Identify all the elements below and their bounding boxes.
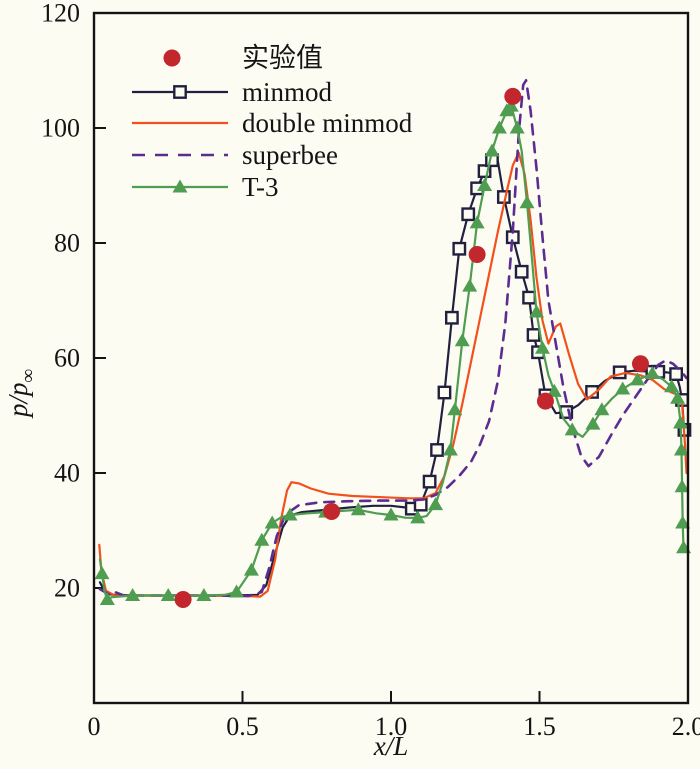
legend-item-double-minmod: double minmod (132, 108, 413, 138)
minmod-marker-4 (437, 385, 452, 400)
t-3-marker-20 (477, 178, 493, 191)
t-3-marker-8 (264, 515, 280, 529)
y-tick-label-3: 80 (54, 229, 80, 258)
x-tick-label-4: 2.0 (672, 712, 700, 741)
t-3-marker-19 (469, 215, 485, 229)
series-marker-5 (631, 355, 649, 373)
legend-item-t-3: T-3 (132, 172, 279, 202)
legend-label-t-3: T-3 (242, 172, 279, 202)
t-3-marker-30 (564, 422, 580, 436)
legend-marker-minmod (173, 85, 187, 99)
legend-label-series: 实验值 (242, 43, 323, 73)
series-t-3 (94, 98, 692, 605)
t-3-marker-24 (503, 98, 519, 112)
x-tick-label-1: 0.5 (226, 712, 259, 741)
minmod-marker-7 (461, 207, 476, 222)
t-3-marker-39 (673, 442, 689, 456)
x-tick-label-2: 1.0 (375, 712, 408, 741)
series-markers-series (174, 87, 649, 608)
y-tick-label-0: 20 (54, 574, 80, 603)
minmod-marker-13 (514, 264, 529, 279)
t-3-marker-18 (462, 278, 478, 292)
legend-label-minmod: minmod (242, 77, 333, 107)
t-3-marker-33 (615, 381, 631, 395)
t-3-marker-12 (383, 507, 399, 521)
minmod-marker-6 (452, 241, 467, 256)
t-3-marker-15 (442, 442, 458, 456)
minmod-marker-3 (430, 443, 444, 457)
legend-marker-series (163, 49, 181, 67)
t-3-marker-22 (491, 120, 507, 134)
minmod-marker-15 (526, 328, 541, 342)
series-line-superbee (98, 79, 688, 598)
series-marker-2 (468, 246, 486, 263)
t-3-marker-7 (254, 532, 270, 546)
series-markers-t-3 (94, 98, 692, 605)
t-3-marker-41 (675, 515, 691, 529)
x-tick-label-0: 0 (88, 712, 101, 741)
legend-label-superbee: superbee (242, 140, 338, 170)
series-series (174, 87, 649, 608)
t-3-marker-37 (670, 390, 686, 404)
legend-marker-t-3 (172, 179, 188, 193)
legend-item-series: 实验值 (163, 43, 323, 73)
y-axis: 20 40 60 80 100 120 (41, 0, 106, 603)
legend-item-minmod: minmod (132, 77, 333, 107)
t-3-marker-5 (229, 584, 245, 598)
t-3-marker-26 (519, 195, 535, 209)
t-3-marker-32 (594, 402, 610, 416)
series-marker-0 (174, 591, 192, 608)
t-3-marker-38 (673, 415, 689, 429)
t-3-marker-6 (243, 562, 259, 576)
t-3-marker-34 (630, 372, 646, 386)
t-3-marker-16 (447, 402, 463, 416)
t-3-marker-11 (350, 502, 366, 516)
y-tick-label-1: 40 (54, 459, 80, 488)
y-axis-label: p/p∞ (3, 369, 39, 419)
t-3-marker-3 (160, 587, 176, 601)
t-3-marker-29 (546, 383, 562, 397)
t-3-marker-27 (529, 304, 545, 318)
minmod-marker-2 (422, 474, 437, 489)
t-3-marker-17 (454, 333, 470, 347)
t-3-marker-28 (534, 340, 550, 354)
series-superbee (98, 79, 688, 598)
t-3-marker-2 (125, 587, 141, 601)
t-3-marker-25 (509, 120, 525, 134)
x-tick-label-3: 1.5 (523, 712, 556, 741)
minmod-marker-9 (477, 164, 492, 179)
legend-label-double-minmod: double minmod (242, 108, 413, 138)
y-tick-label-2: 60 (54, 344, 80, 373)
x-axis-label: x/L (373, 731, 409, 761)
t-3-marker-21 (484, 143, 500, 157)
series-marker-1 (323, 503, 341, 521)
minmod-marker-5 (444, 310, 459, 325)
x-axis: 0 0.5 1.0 1.5 2.0 (88, 691, 700, 741)
series-marker-4 (536, 392, 554, 410)
y-tick-label-5: 120 (41, 0, 80, 28)
t-3-marker-13 (410, 510, 426, 524)
minmod-marker-23 (669, 367, 684, 381)
legend-item-superbee: superbee (132, 140, 338, 170)
t-3-marker-36 (664, 379, 680, 393)
series-double-minmod (98, 151, 688, 598)
t-3-marker-40 (674, 479, 690, 493)
t-3-marker-4 (196, 587, 212, 601)
series-line-double-minmod (98, 151, 688, 598)
t-3-marker-9 (282, 507, 298, 521)
t-3-marker-1 (99, 592, 115, 605)
plot-frame (92, 11, 690, 705)
t-3-marker-0 (94, 566, 110, 580)
t-3-marker-35 (644, 366, 660, 380)
series-markers-minmod (404, 153, 692, 516)
minmod-marker-14 (522, 290, 537, 305)
y-tick-label-4: 100 (41, 114, 80, 143)
t-3-marker-14 (428, 497, 444, 511)
t-3-marker-31 (585, 416, 601, 430)
series-marker-3 (504, 87, 522, 105)
